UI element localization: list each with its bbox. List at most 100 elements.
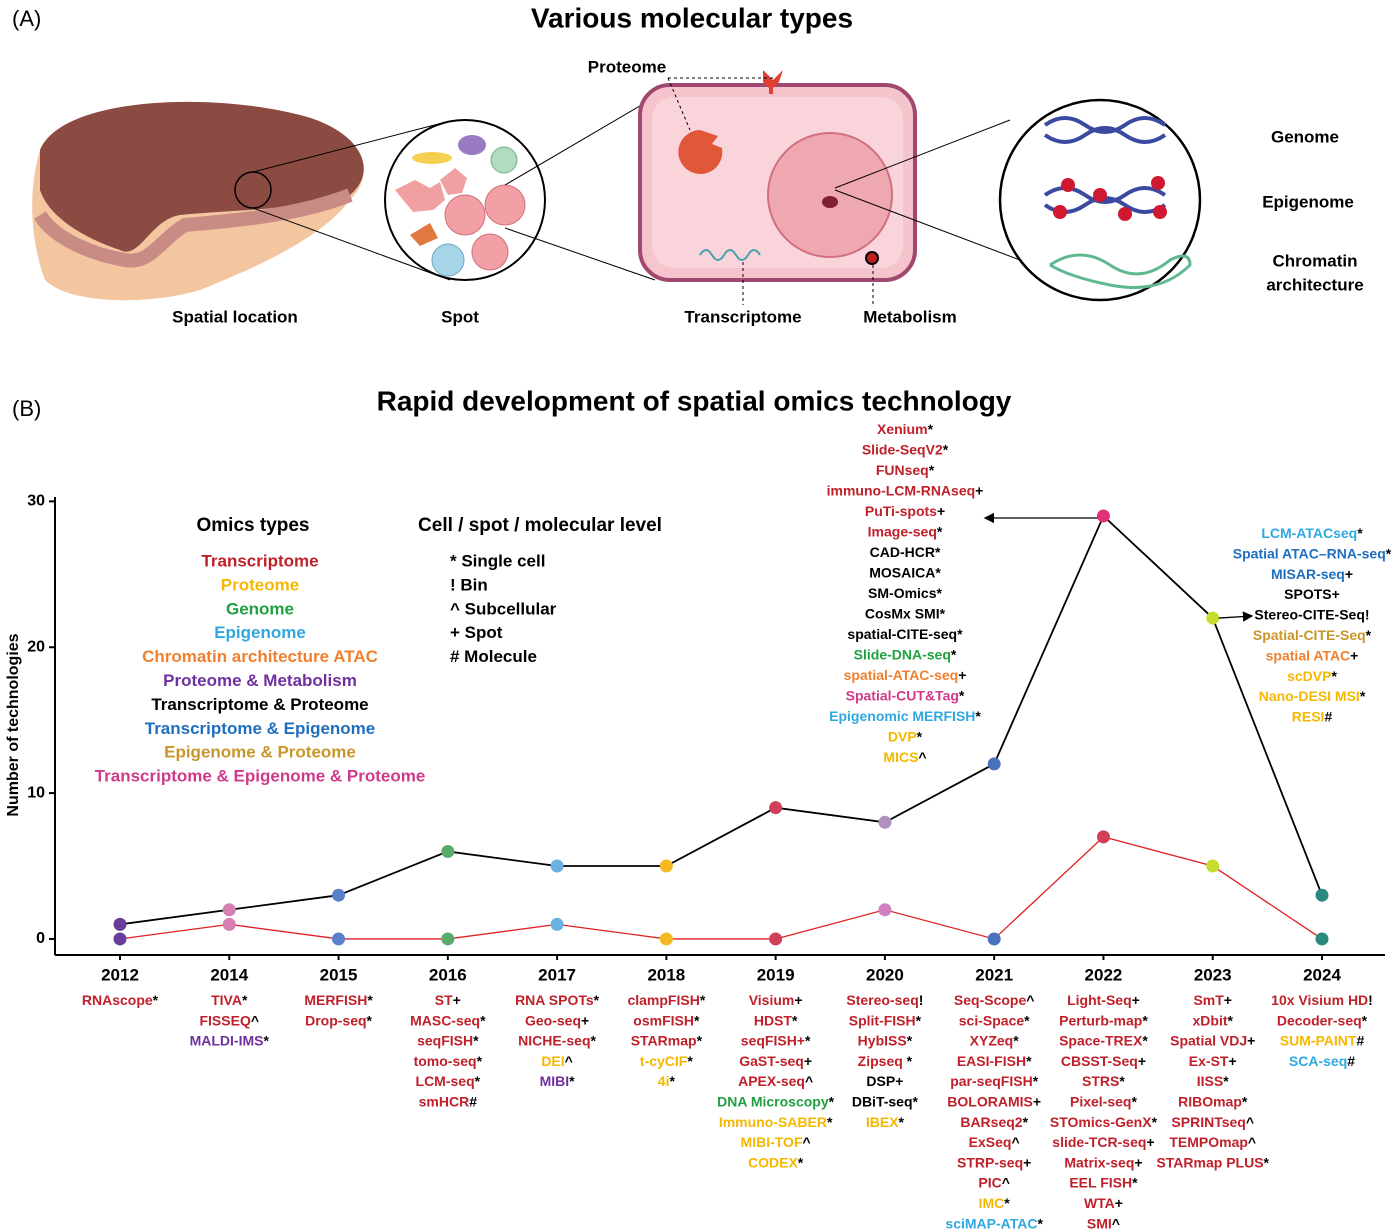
technology: BARseq2* [960,1114,1028,1130]
technology: Drop-seq* [305,1012,372,1028]
x-tick-label: 2015 [320,965,358,984]
technology: immuno-LCM-RNAseq+ [827,482,984,498]
technology: Spatial-CITE-Seq* [1253,627,1372,643]
technology: scDVP* [1287,668,1337,684]
technology-name: SCA-seq [1289,1053,1347,1069]
technology-name: APEX-seq [738,1073,805,1089]
technology: Decoder-seq* [1277,1012,1368,1028]
technology-level: + [958,667,966,683]
technology-level: ! [1365,606,1370,622]
technology-name: spatial-CITE-seq [847,626,957,642]
technology-level: + [937,503,945,519]
data-point [1206,611,1220,625]
technology: Spatial VDJ+ [1170,1032,1255,1048]
technology-name: t-cyCIF [640,1053,688,1069]
technology-name: PIC [978,1174,1001,1190]
data-point [659,859,673,873]
technology-level: * [899,1114,905,1130]
technology-level: * [827,1114,833,1130]
label: Spot [441,307,479,326]
technology-level: * [913,1093,919,1109]
technology-name: spatial-ATAC-seq [844,667,959,683]
technology: Seq-Scope^ [954,992,1035,1008]
technology: ST+ [435,992,461,1008]
technology-name: CODEX [748,1154,798,1170]
technology-level: * [829,1093,835,1109]
technology-name: STRS [1082,1073,1119,1089]
technology-level: * [943,441,949,457]
technology-level: # [1356,1032,1364,1048]
technology: RNAscope* [82,992,159,1008]
label: Epigenome [1262,192,1354,211]
technology-name: xDbit [1193,1012,1228,1028]
technology-name: IISS [1197,1073,1223,1089]
technology-name: Nano-DESI MSI [1259,688,1360,704]
technology-name: RNAscope [82,992,153,1008]
technology-level: + [1332,586,1340,602]
technology-name: TEMPOmap [1169,1134,1248,1150]
technology-level: * [153,992,159,1008]
technology-level: + [1132,992,1140,1008]
data-point [1096,509,1110,523]
label: Genome [1271,127,1339,146]
technology: MERFISH* [304,992,373,1008]
technology: XYZeq* [970,1032,1020,1048]
technology: Space-TREX* [1059,1032,1148,1048]
technology-level: * [697,1032,703,1048]
technology-name: HDST [754,1012,793,1028]
technology: STRS* [1082,1073,1125,1089]
technology-level: + [1228,1053,1236,1069]
technology-level: * [1386,545,1392,561]
technology: ExSeq^ [969,1134,1020,1150]
technology: CosMx SMI* [865,605,946,621]
technology-name: osmFISH [633,1012,694,1028]
technology-name: GaST-seq [739,1053,804,1069]
technology-level: * [477,1053,483,1069]
technology-level: + [975,482,983,498]
technology: CBSST-Seq+ [1061,1053,1146,1069]
technology: SmT+ [1193,992,1232,1008]
technology: RNA SPOTs* [515,992,600,1008]
technology-name: MIBI [540,1073,570,1089]
technology: Epigenomic MERFISH* [829,708,981,724]
data-point [878,815,892,829]
technology: STRP-seq+ [957,1154,1031,1170]
data-point [769,801,783,815]
technology: Matrix-seq+ [1064,1154,1142,1170]
y-tick-label: 10 [27,784,45,801]
legend-item: Epigenome & Proteome [164,743,356,762]
technology: Split-FISH* [849,1012,922,1028]
data-point [332,932,346,946]
technology-name: Geo-seq [525,1012,581,1028]
technology-name: 10x Visium HD [1271,992,1368,1008]
technology-name: FISSEQ [199,1012,250,1028]
technology-name: smHCR [419,1093,470,1109]
data-point [113,932,127,946]
label: Metabolism [863,307,957,326]
technology-level: + [1146,1134,1154,1150]
technology: slide-TCR-seq+ [1052,1134,1154,1150]
technology-level: ^ [1026,992,1034,1008]
technology-name: DBiT-seq [852,1093,913,1109]
x-tick-label: 2019 [757,965,795,984]
technology-name: EEL FISH [1069,1174,1132,1190]
technology-name: spatial ATAC [1266,647,1351,663]
x-tick-label: 2014 [210,965,248,984]
technology-name: ExSeq [969,1134,1012,1150]
technology: Xenium* [877,421,934,437]
technology-name: DNA Microscopy [717,1093,829,1109]
technology-level: * [951,646,957,662]
technology: Pixel-seq* [1070,1093,1137,1109]
technology-name: Stereo-CITE-Seq [1254,606,1364,622]
technology-level: ^ [1248,1134,1256,1150]
technology-name: FUNseq [876,462,929,478]
technology-name: HybISS [858,1032,907,1048]
x-tick-label: 2017 [538,965,576,984]
technology-level: + [1247,1032,1255,1048]
legend-item: Epigenome [214,623,306,642]
technology-name: Spatial VDJ [1170,1032,1247,1048]
technology-name: Split-FISH [849,1012,916,1028]
technology-level: * [1024,1012,1030,1028]
technology: Spatial-CUT&Tag* [846,687,965,703]
technology: MIBI-TOF^ [741,1134,811,1150]
